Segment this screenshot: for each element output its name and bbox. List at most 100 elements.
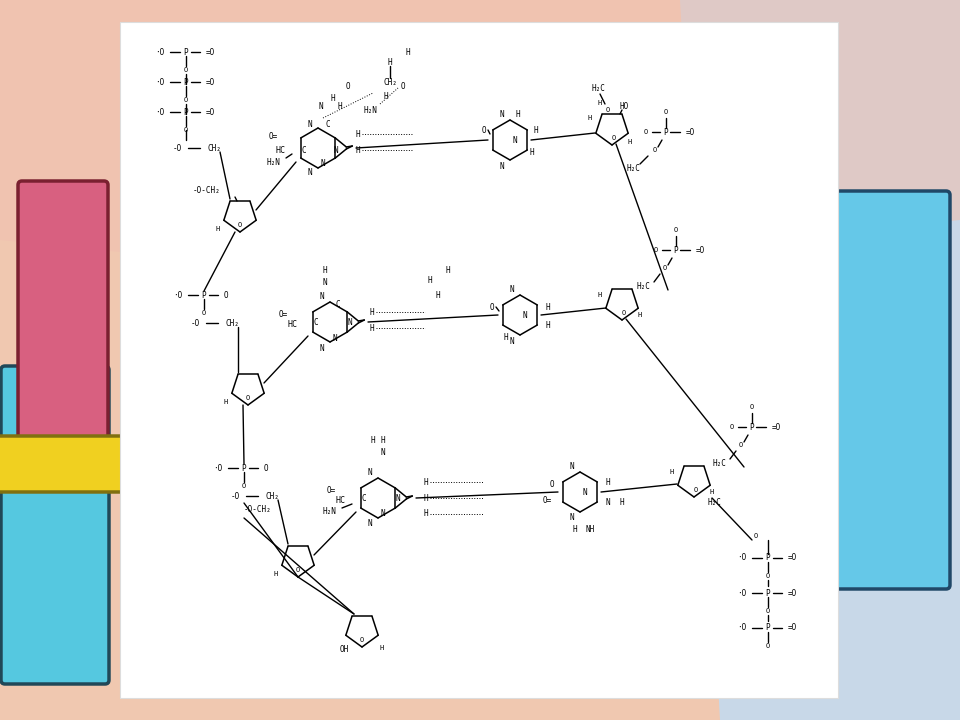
Text: ·O: ·O	[155, 48, 164, 56]
Text: =O: =O	[788, 554, 797, 562]
Text: P: P	[674, 246, 679, 254]
Text: O: O	[754, 533, 758, 539]
Text: =O: =O	[206, 78, 215, 86]
Text: N: N	[321, 158, 325, 168]
Text: H: H	[709, 489, 714, 495]
FancyBboxPatch shape	[0, 436, 162, 492]
Text: CH₂: CH₂	[226, 318, 240, 328]
Text: =O: =O	[686, 127, 695, 137]
Text: ·O: ·O	[736, 588, 746, 598]
Text: O: O	[766, 608, 770, 614]
Text: N: N	[381, 448, 385, 456]
Text: ·O: ·O	[213, 464, 222, 472]
Text: H: H	[534, 125, 539, 135]
Text: H: H	[371, 436, 375, 444]
Text: C: C	[362, 493, 367, 503]
Text: H: H	[588, 115, 592, 121]
Text: N: N	[569, 513, 574, 523]
Text: CH₂: CH₂	[208, 143, 222, 153]
Bar	[120, 22, 838, 698]
Text: O: O	[750, 404, 755, 410]
Text: P: P	[202, 290, 206, 300]
Text: P: P	[663, 127, 668, 137]
Text: H₂N: H₂N	[323, 508, 336, 516]
Text: =O: =O	[788, 624, 797, 632]
Text: H: H	[620, 498, 624, 506]
Text: O: O	[482, 125, 487, 135]
Text: HC: HC	[336, 495, 346, 505]
Text: O: O	[730, 424, 734, 430]
Text: O: O	[644, 129, 648, 135]
Text: H: H	[380, 645, 384, 651]
Text: H: H	[216, 226, 220, 232]
Text: C: C	[325, 120, 330, 128]
Text: H₂C: H₂C	[708, 498, 721, 506]
Text: O: O	[202, 310, 206, 316]
Text: =O: =O	[696, 246, 706, 254]
Text: H: H	[356, 130, 360, 138]
Text: H: H	[406, 48, 410, 56]
Text: O: O	[766, 643, 770, 649]
Text: O: O	[242, 483, 246, 489]
Text: P: P	[766, 554, 770, 562]
Text: O: O	[400, 81, 405, 91]
Text: -O-CH₂: -O-CH₂	[244, 505, 272, 515]
Text: N: N	[500, 161, 504, 171]
Text: NH: NH	[586, 526, 594, 534]
Text: O: O	[296, 567, 300, 573]
Text: ·O: ·O	[736, 554, 746, 562]
Text: H₂C: H₂C	[626, 163, 640, 173]
Text: H₂C: H₂C	[636, 282, 650, 290]
Text: H: H	[516, 109, 520, 119]
Text: P: P	[183, 78, 188, 86]
Text: H: H	[274, 571, 278, 577]
Text: H: H	[384, 91, 388, 101]
Text: H: H	[504, 333, 508, 341]
Text: N: N	[368, 520, 372, 528]
Text: ·O: ·O	[173, 290, 182, 300]
Text: O: O	[224, 290, 228, 300]
Text: H: H	[606, 477, 611, 487]
Text: O: O	[654, 247, 659, 253]
Text: H: H	[370, 323, 374, 333]
Text: O: O	[490, 302, 494, 312]
Text: HC: HC	[276, 145, 286, 155]
Text: O: O	[238, 222, 242, 228]
Text: O: O	[662, 265, 667, 271]
Text: H: H	[628, 139, 632, 145]
Text: O: O	[612, 135, 616, 141]
Text: O: O	[653, 147, 658, 153]
Text: O: O	[664, 109, 668, 115]
Text: H: H	[428, 276, 432, 284]
Text: O: O	[184, 67, 188, 73]
Text: N: N	[513, 135, 517, 145]
Text: N: N	[569, 462, 574, 470]
Text: CH₂: CH₂	[383, 78, 396, 86]
Text: N: N	[606, 498, 611, 506]
Text: P: P	[750, 423, 755, 431]
Text: H: H	[598, 100, 602, 106]
Text: O: O	[622, 310, 626, 316]
Text: H: H	[338, 102, 343, 110]
Text: -O-CH₂: -O-CH₂	[192, 186, 220, 194]
Text: N: N	[510, 284, 515, 294]
Text: H: H	[381, 436, 385, 444]
Text: ·O: ·O	[155, 107, 164, 117]
Text: N: N	[320, 343, 324, 353]
Text: O: O	[766, 573, 770, 579]
Text: N: N	[500, 109, 504, 119]
Text: O=: O=	[542, 495, 552, 505]
Text: CH₂: CH₂	[266, 492, 280, 500]
Text: H: H	[370, 307, 374, 317]
Polygon shape	[0, 0, 960, 280]
Text: P: P	[242, 464, 247, 472]
Text: H: H	[573, 526, 577, 534]
Text: P: P	[183, 48, 188, 56]
Polygon shape	[680, 0, 960, 720]
Text: =O: =O	[206, 107, 215, 117]
FancyBboxPatch shape	[1, 366, 109, 684]
Text: H: H	[423, 493, 428, 503]
Text: O=: O=	[326, 485, 336, 495]
Text: N: N	[583, 487, 588, 497]
Text: N: N	[323, 277, 327, 287]
